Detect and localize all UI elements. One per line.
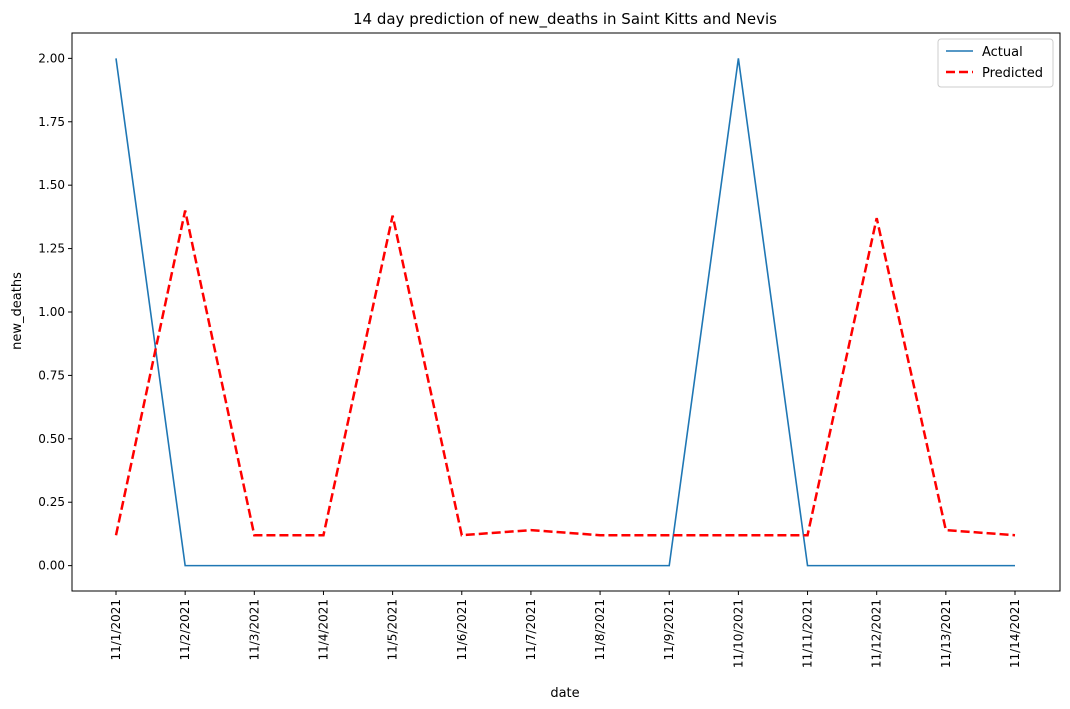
x-tick-label: 11/14/2021 <box>1008 599 1022 668</box>
y-tick-label: 1.75 <box>38 115 65 129</box>
x-tick-label: 11/4/2021 <box>316 599 330 661</box>
plot-frame <box>71 32 1061 592</box>
y-tick-label: 0.00 <box>38 559 65 573</box>
legend-label-actual: Actual <box>982 45 1023 60</box>
x-tick-label: 11/1/2021 <box>109 599 123 661</box>
plot-area <box>71 32 1061 592</box>
x-tick-label: 11/7/2021 <box>524 599 538 661</box>
x-tick-label: 11/6/2021 <box>455 599 469 661</box>
y-axis-label: new_deaths <box>10 272 25 350</box>
x-tick-label: 11/8/2021 <box>593 599 607 661</box>
y-tick-label: 0.75 <box>38 368 65 382</box>
series-line-actual <box>115 58 1015 567</box>
x-axis-ticks: 11/1/2021 11/2/2021 11/3/2021 11/4/2021 11/5… <box>109 591 1022 668</box>
y-tick-label: 1.00 <box>38 305 65 319</box>
legend: Actual Predicted <box>937 38 1054 88</box>
x-tick-label: 11/2/2021 <box>178 599 192 661</box>
x-axis-label: date <box>550 686 579 701</box>
x-tick-label: 11/13/2021 <box>939 599 953 668</box>
x-tick-label: 11/11/2021 <box>801 599 815 668</box>
y-tick-label: 1.25 <box>38 242 65 256</box>
y-tick-label: 0.25 <box>38 495 65 509</box>
y-tick-label: 0.50 <box>38 432 65 446</box>
chart-title: 14 day prediction of new_deaths in Saint… <box>353 10 777 29</box>
x-tick-label: 11/10/2021 <box>731 599 745 668</box>
x-tick-label: 11/5/2021 <box>386 599 400 661</box>
x-tick-label: 11/12/2021 <box>870 599 884 668</box>
y-tick-label: 2.00 <box>38 51 65 65</box>
series-line-predicted <box>114 210 1016 537</box>
x-tick-label: 11/3/2021 <box>247 599 261 661</box>
y-tick-label: 1.50 <box>38 178 65 192</box>
y-axis-ticks: 0.00 0.25 0.50 0.75 1.00 1.25 1.50 1.75 2.00 <box>38 51 72 573</box>
x-tick-label: 11/9/2021 <box>662 599 676 661</box>
legend-label-predicted: Predicted <box>982 66 1043 81</box>
series-layer <box>114 58 1016 567</box>
